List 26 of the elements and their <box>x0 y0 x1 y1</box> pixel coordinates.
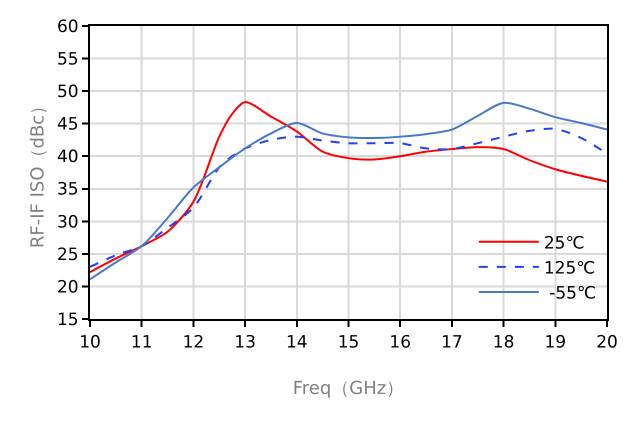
y-tick-label: 20 <box>56 277 79 298</box>
y-tick-label: 30 <box>56 212 79 232</box>
y-tick-label: 45 <box>56 114 79 135</box>
x-tick-label: 11 <box>130 332 153 352</box>
x-tick-label: 12 <box>182 332 204 352</box>
x-tick-label: 17 <box>441 332 463 352</box>
x-tick-label: 16 <box>389 332 412 352</box>
y-tick-label: 25 <box>56 244 79 265</box>
x-tick-label: 20 <box>596 332 618 352</box>
x-tick-label: 14 <box>286 332 308 352</box>
y-axis-title: RF-IF ISO（dBc） <box>28 96 49 248</box>
x-tick-label: 13 <box>234 332 256 352</box>
x-tick-label: 10 <box>79 332 101 352</box>
x-tick-label: 19 <box>544 332 566 352</box>
y-tick-label: 15 <box>56 310 79 330</box>
legend-label: 25℃ <box>544 233 585 254</box>
y-tick-label: 55 <box>56 50 79 70</box>
y-tick-label: 40 <box>56 147 79 168</box>
x-tick-label: 15 <box>338 332 360 352</box>
x-axis-title: Freq（GHz） <box>292 378 404 399</box>
y-tick-label: 35 <box>56 180 79 200</box>
legend-label: -55℃ <box>544 284 596 304</box>
legend-label: 125℃ <box>544 258 596 278</box>
x-tick-label: 18 <box>492 332 514 352</box>
y-tick-label: 50 <box>56 82 79 102</box>
y-tick-label: 60 <box>56 16 79 37</box>
